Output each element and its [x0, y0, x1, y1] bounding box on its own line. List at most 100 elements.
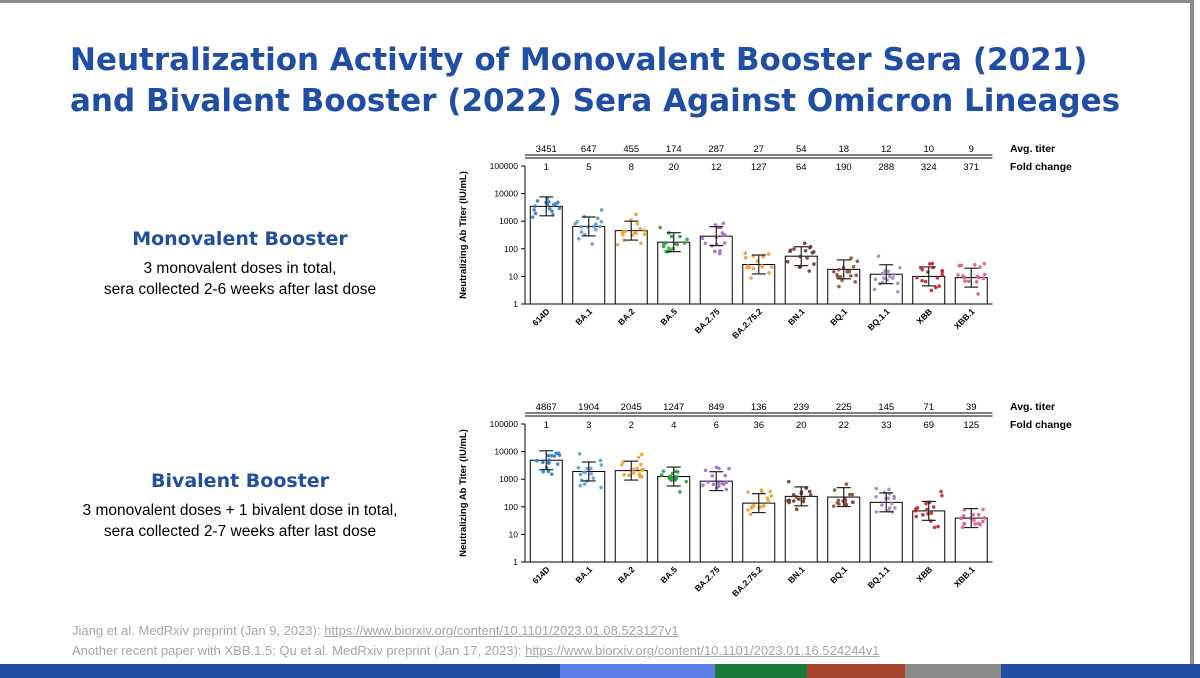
- avg-titer-value: 287: [708, 144, 724, 155]
- avg-titer-value: 1904: [578, 402, 599, 413]
- data-point: [720, 481, 724, 486]
- bar: [699, 480, 733, 563]
- avg-titer-value: 1247: [663, 402, 684, 413]
- x-tick-label: XBB.1: [952, 306, 977, 331]
- data-point: [892, 496, 896, 501]
- avg-titer-value: 4867: [536, 402, 557, 413]
- fold-change-value: 20: [668, 162, 679, 173]
- data-point: [972, 262, 977, 267]
- data-point: [929, 511, 934, 515]
- x-tick-label: BA.2.75: [693, 564, 722, 593]
- bar: [529, 205, 563, 305]
- top-border: [0, 0, 1190, 3]
- data-point: [914, 514, 918, 519]
- data-point: [582, 482, 587, 487]
- avg-titer-value: 9: [969, 144, 974, 155]
- data-point: [533, 204, 537, 209]
- data-point: [589, 472, 594, 476]
- data-point: [557, 453, 562, 457]
- data-point: [541, 460, 545, 465]
- fold-change-value: 125: [963, 420, 979, 431]
- data-point: [533, 211, 538, 216]
- data-point: [760, 264, 764, 268]
- bar: [657, 241, 691, 305]
- fold-change-value: 288: [878, 162, 894, 173]
- fold-change-value: 371: [963, 162, 979, 173]
- data-point: [746, 264, 750, 268]
- data-point: [850, 492, 855, 497]
- data-point: [589, 466, 593, 471]
- bivalent-detail-2: sera collected 2-7 weeks after last dose: [103, 523, 377, 540]
- data-point: [940, 493, 944, 498]
- data-point: [797, 265, 802, 270]
- data-point: [930, 261, 935, 266]
- data-point: [874, 495, 878, 499]
- color-bar-segment: [715, 664, 807, 678]
- data-point: [767, 271, 771, 275]
- data-point: [547, 206, 552, 211]
- fold-change-value: 36: [753, 420, 764, 431]
- data-point: [940, 273, 945, 277]
- x-tick-label: XBB: [914, 564, 934, 584]
- data-point: [812, 262, 816, 266]
- avg-titer-value: 849: [708, 402, 724, 413]
- y-tick-label: 10000: [494, 189, 518, 199]
- data-point: [963, 279, 967, 283]
- data-point: [811, 250, 816, 254]
- data-point: [847, 269, 852, 274]
- data-point: [550, 209, 554, 214]
- data-point: [639, 241, 643, 246]
- data-point: [959, 263, 964, 268]
- data-point: [808, 493, 813, 497]
- data-point: [876, 254, 881, 258]
- data-point: [642, 232, 647, 237]
- data-point: [853, 280, 857, 284]
- data-point: [976, 513, 981, 517]
- data-point: [579, 230, 584, 234]
- data-point: [924, 501, 928, 506]
- data-point: [627, 473, 631, 478]
- data-point: [976, 292, 980, 296]
- data-point: [896, 281, 900, 286]
- data-point: [541, 469, 546, 474]
- slide-title-line-1: Neutralization Activity of Monovalent Bo…: [70, 42, 1088, 78]
- footnote-1-link[interactable]: https://www.biorxiv.org/content/10.1101/…: [324, 623, 679, 638]
- data-point: [713, 249, 717, 254]
- data-point: [849, 274, 853, 278]
- data-point: [662, 242, 666, 246]
- data-point: [573, 221, 577, 226]
- monovalent-detail-1: 3 monovalent doses in total,: [143, 260, 337, 277]
- data-point: [932, 525, 937, 530]
- bivalent-chart-svg: Avg. titer Fold change 1 10 100 1000 10000 1000…: [458, 401, 1072, 598]
- data-point: [642, 228, 647, 233]
- data-point: [893, 506, 897, 510]
- monovalent-heading: Monovalent Booster: [132, 228, 348, 250]
- y-tick-label: 1000: [499, 216, 518, 226]
- data-point: [808, 244, 813, 249]
- footnote-2: Another recent paper with XBB.1.5: Qu et…: [72, 643, 879, 658]
- data-point: [981, 507, 985, 512]
- x-tick-label: BA.2: [616, 564, 637, 585]
- data-point: [787, 479, 791, 484]
- x-tick-label: BA.1: [573, 306, 594, 327]
- data-point: [923, 279, 928, 284]
- data-point: [801, 499, 806, 504]
- data-point: [550, 472, 554, 477]
- data-point: [530, 215, 535, 219]
- data-point: [880, 503, 884, 507]
- data-point: [925, 507, 929, 512]
- fold-change-value: 324: [921, 162, 937, 173]
- x-tick-label: BA.2: [616, 306, 637, 327]
- data-point: [678, 234, 682, 239]
- data-point: [717, 484, 721, 488]
- data-point: [759, 488, 764, 493]
- data-point: [675, 242, 679, 247]
- data-point: [840, 278, 844, 283]
- footnote-2-link[interactable]: https://www.biorxiv.org/content/10.1101/…: [525, 643, 880, 658]
- bar: [657, 476, 691, 563]
- data-point: [703, 241, 708, 246]
- data-point: [887, 506, 892, 510]
- y-axis-label: Neutralizing Ab Titer (IU/mL): [458, 429, 469, 557]
- data-point: [585, 466, 589, 471]
- data-point: [716, 481, 721, 485]
